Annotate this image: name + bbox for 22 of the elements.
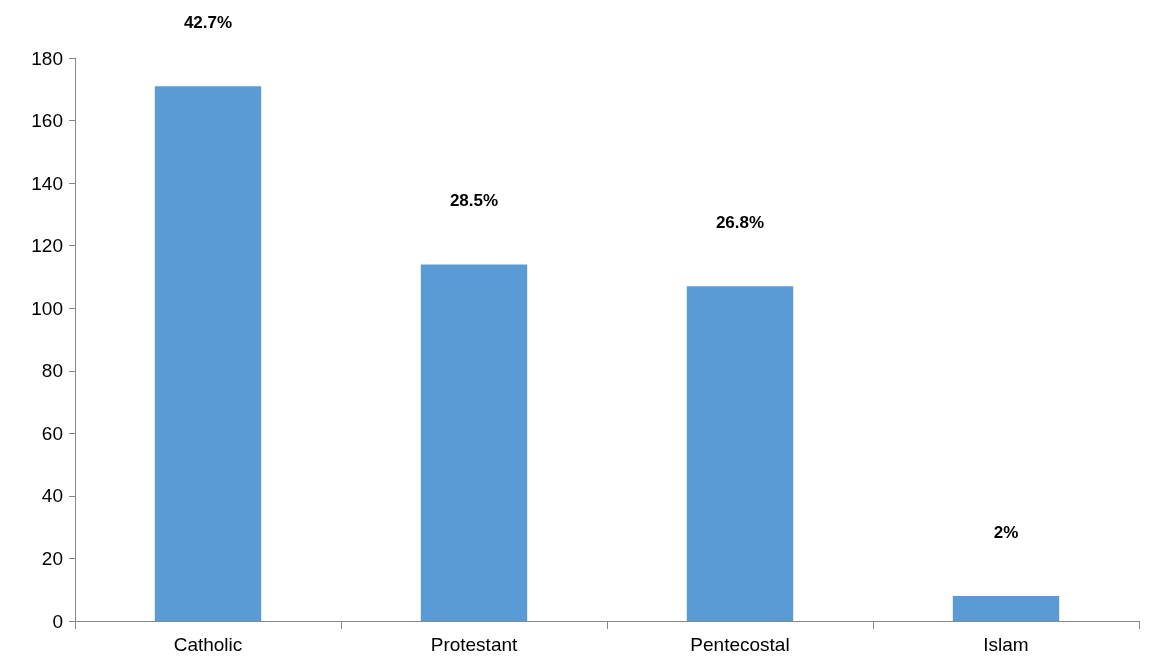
x-tick-label: Protestant: [430, 634, 519, 655]
annotation: 26.8%: [715, 213, 765, 233]
y-tick-label: 100: [31, 297, 63, 319]
y-tick-label: 80: [41, 360, 63, 382]
annotation: 28.5%: [449, 191, 499, 211]
bar: [686, 286, 794, 621]
bar: [420, 264, 528, 621]
bar: [154, 86, 262, 621]
x-tick-label: Catholic: [173, 634, 243, 655]
text: 42.7%: [183, 13, 233, 33]
y-tick-label: 20: [41, 547, 63, 569]
y-tick-label: 0: [52, 610, 63, 632]
x-tick-label: Pentecostal: [690, 634, 790, 655]
y-tick-label: 60: [41, 422, 63, 444]
y-tick-label: 40: [41, 485, 63, 507]
y-tick-label: 180: [31, 47, 63, 69]
annotation: 2%: [993, 522, 1019, 542]
y-tick-label: 120: [31, 235, 63, 257]
x-tick-label: Islam: [983, 634, 1029, 655]
bar: [952, 595, 1060, 621]
y-tick-label: 140: [31, 172, 63, 194]
y-tick-label: 160: [31, 110, 63, 132]
